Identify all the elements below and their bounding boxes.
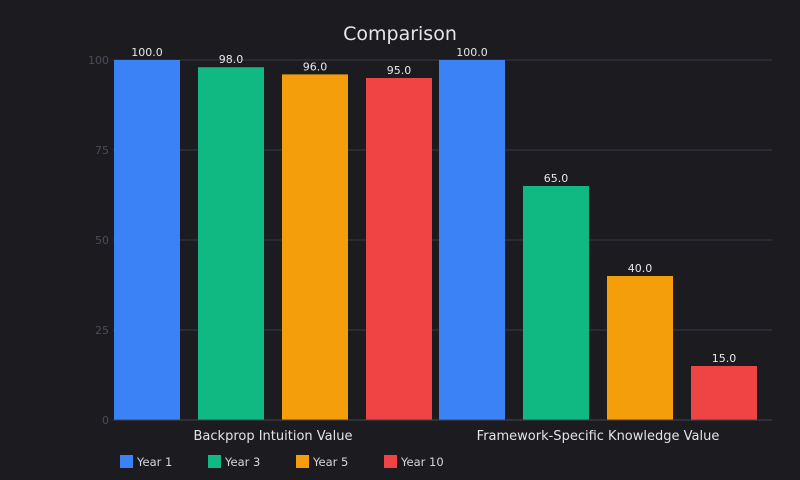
data-label: 65.0	[544, 172, 569, 185]
bar-year-3-2[interactable]	[523, 186, 589, 420]
legend-swatch	[120, 455, 133, 468]
x-category-label: Backprop Intuition Value	[194, 429, 353, 444]
bar-year-1-2[interactable]	[439, 60, 505, 420]
legend-item-year-10[interactable]: Year 10	[384, 455, 444, 469]
data-label: 98.0	[219, 53, 244, 66]
data-labels: 100.0 98.0 96.0 95.0 100.0 65.0 40.0 15.0	[131, 46, 736, 365]
y-tick-label: 100	[88, 54, 109, 67]
legend-swatch	[296, 455, 309, 468]
data-label: 40.0	[628, 262, 653, 275]
legend-item-year-3[interactable]: Year 3	[208, 455, 260, 469]
bars	[114, 60, 757, 421]
y-tick-label: 50	[95, 234, 109, 247]
data-label: 15.0	[712, 352, 737, 365]
data-label: 95.0	[387, 64, 412, 77]
data-label: 96.0	[303, 60, 328, 73]
legend-label: Year 3	[224, 455, 260, 469]
y-tick-label: 0	[102, 414, 109, 427]
bar-year-10-1[interactable]	[366, 78, 432, 420]
bar-year-5-2[interactable]	[607, 276, 673, 420]
bar-year-1-1[interactable]	[114, 60, 180, 420]
legend[interactable]: Year 1 Year 3 Year 5 Year 10	[120, 455, 444, 469]
y-tick-label: 25	[95, 324, 109, 337]
bar-year-10-2[interactable]	[691, 366, 757, 420]
data-label: 100.0	[131, 46, 163, 59]
chart-title: Comparison	[343, 23, 457, 45]
legend-item-year-1[interactable]: Year 1	[120, 455, 172, 469]
legend-swatch	[208, 455, 221, 468]
y-tick-label: 75	[95, 144, 109, 157]
legend-swatch	[384, 455, 397, 468]
x-category-label: Framework-Specific Knowledge Value	[477, 429, 720, 444]
legend-item-year-5[interactable]: Year 5	[296, 455, 348, 469]
bar-year-5-1[interactable]	[282, 74, 348, 421]
legend-label: Year 10	[400, 455, 444, 469]
legend-label: Year 1	[136, 455, 172, 469]
axes: 0 25 50 75 100 Backprop Intuition Value Framew…	[88, 54, 772, 444]
data-label: 100.0	[456, 46, 488, 59]
bar-year-3-1[interactable]	[198, 67, 264, 420]
legend-label: Year 5	[312, 455, 348, 469]
